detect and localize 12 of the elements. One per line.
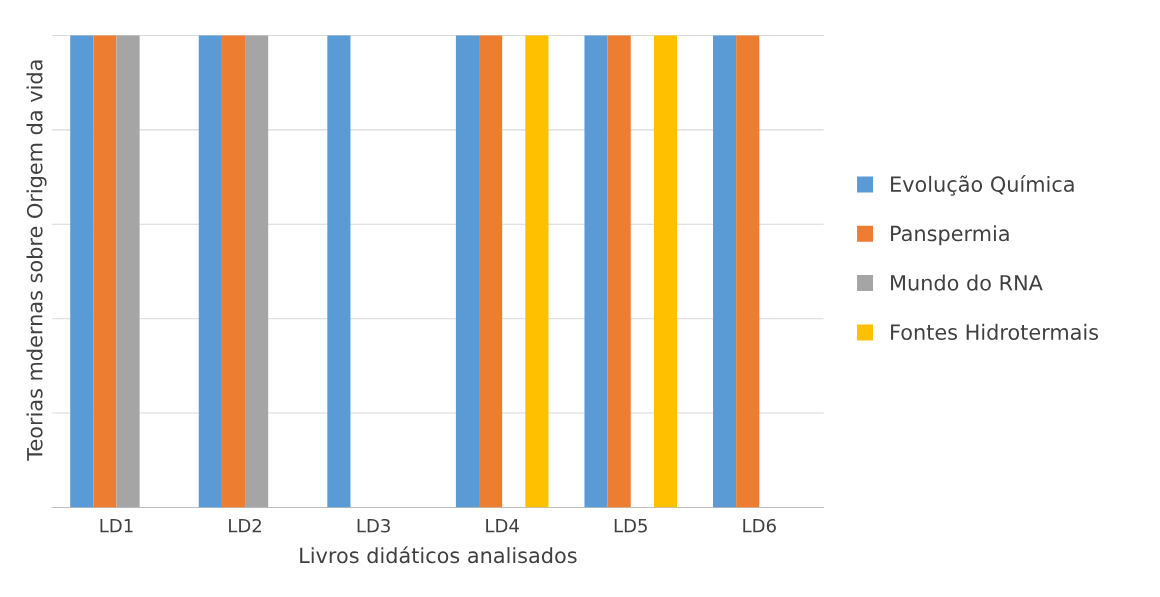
x-tick-label: LD5 — [614, 519, 647, 533]
legend-label: Evolução Química — [891, 175, 1074, 196]
x-tick-label: LD4 — [486, 519, 519, 533]
x-axis-title: Livros didáticos analisados — [300, 546, 577, 564]
x-tick-label: LD2 — [229, 518, 261, 533]
x-tick-label: LD1 — [100, 519, 133, 533]
y-axis-title: Teorias mdernas sobre Origem da vida — [26, 60, 47, 461]
legend-label: Fontes Hidrotermais — [891, 323, 1099, 340]
x-tick-label: LD6 — [743, 518, 776, 533]
legend-label: Panspermia — [891, 225, 1009, 246]
x-tick-label: LD3 — [357, 518, 390, 533]
legend-label: Mundo do RNA — [891, 274, 1043, 291]
